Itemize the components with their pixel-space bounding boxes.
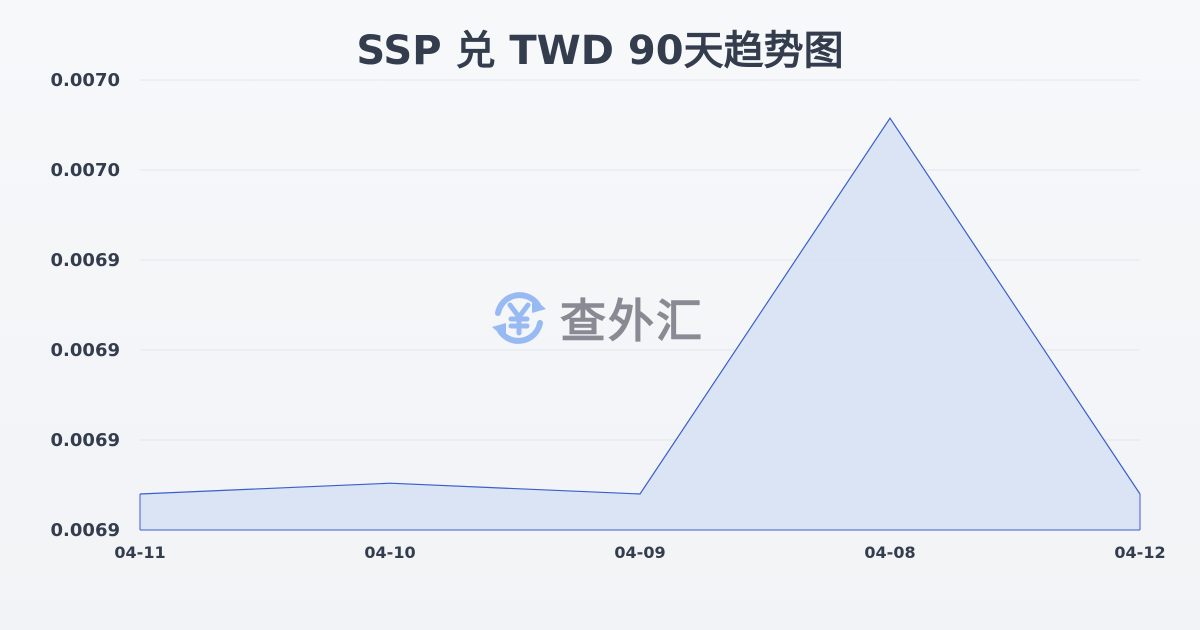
y-tick-label: 0.0070	[51, 70, 120, 91]
area-fill	[140, 118, 1140, 530]
y-tick-label: 0.0069	[51, 520, 120, 541]
y-tick-label: 0.0069	[51, 250, 120, 271]
y-tick-label: 0.0070	[51, 160, 120, 181]
y-tick-label: 0.0069	[51, 430, 120, 451]
x-tick-label: 04-08	[864, 543, 915, 562]
watermark: 查外汇	[488, 285, 704, 351]
series-line	[139, 117, 1141, 495]
yen-exchange-icon	[492, 292, 546, 344]
y-tick-label: 0.0069	[51, 340, 120, 361]
chart-title: SSP 兑 TWD 90天趋势图	[356, 28, 844, 74]
x-tick-label: 04-11	[114, 543, 165, 562]
watermark-text: 查外汇	[560, 294, 704, 348]
x-tick-label: 04-09	[614, 543, 665, 562]
x-tick-label: 04-10	[364, 543, 415, 562]
x-tick-label: 04-12	[1114, 543, 1165, 562]
